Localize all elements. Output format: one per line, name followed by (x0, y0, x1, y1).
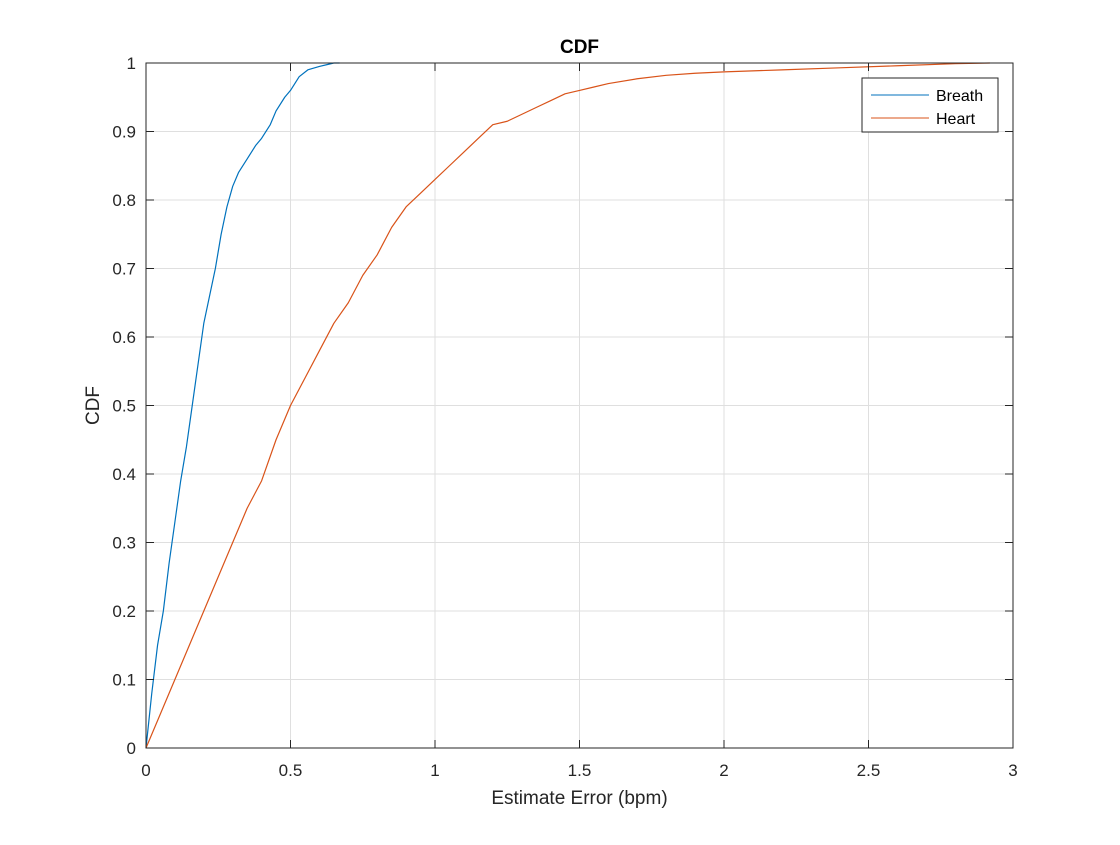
x-tick-label: 0 (141, 761, 150, 780)
y-tick-label: 0.8 (112, 191, 136, 210)
x-tick-label: 0.5 (279, 761, 303, 780)
x-tick-label: 2 (719, 761, 728, 780)
y-tick-label: 0.5 (112, 397, 136, 416)
y-tick-label: 0.4 (112, 465, 136, 484)
chart-title: CDF (560, 37, 599, 58)
y-tick-label: 0.1 (112, 671, 136, 690)
y-tick-label: 0.3 (112, 534, 136, 553)
x-axis-label: Estimate Error (bpm) (491, 788, 667, 809)
legend: Breath Heart (861, 77, 999, 133)
x-tick-label: 3 (1008, 761, 1017, 780)
x-tick-label: 2.5 (857, 761, 881, 780)
y-axis-label: CDF (83, 386, 104, 425)
y-tick-label: 0 (127, 739, 136, 758)
x-tick-label: 1.5 (568, 761, 592, 780)
x-tick-label: 1 (430, 761, 439, 780)
legend-box (861, 77, 999, 133)
y-tick-label: 0.9 (112, 123, 136, 142)
y-tick-label: 0.6 (112, 328, 136, 347)
y-tick-label: 1 (127, 54, 136, 73)
series-lines (145, 62, 990, 749)
ticks: 0 0.5 1 1.5 2 2.5 3 0 0.1 0.2 0.3 0.4 0.5 0.6 0.7 0.8 0.… (112, 54, 1017, 780)
legend-label-breath: Breath (936, 88, 983, 105)
y-tick-label: 0.2 (112, 602, 136, 621)
series-line-breath (145, 62, 340, 749)
grid (146, 63, 1013, 748)
legend-label-heart: Heart (936, 111, 976, 128)
y-tick-label: 0.7 (112, 260, 136, 279)
series-line-heart (145, 62, 990, 749)
